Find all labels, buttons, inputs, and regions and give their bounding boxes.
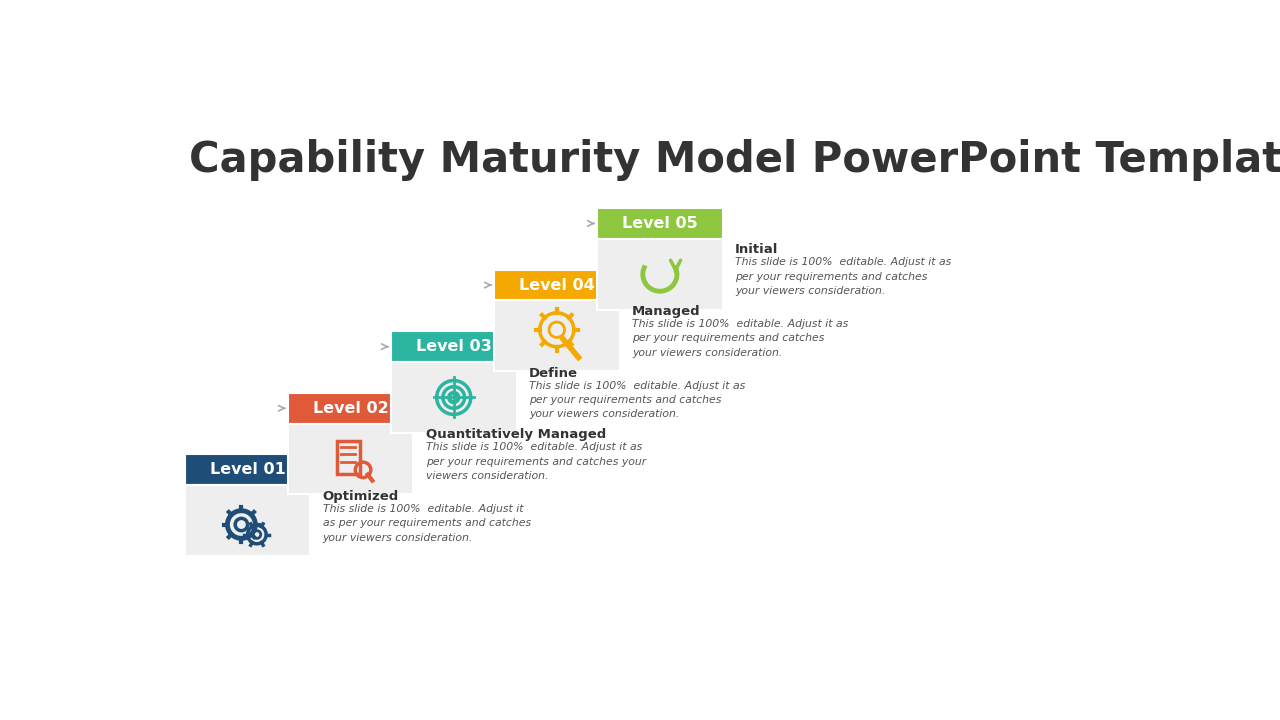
- Bar: [288, 423, 413, 495]
- Bar: [184, 454, 310, 485]
- Text: Optimized: Optimized: [323, 490, 399, 503]
- Text: Capability Maturity Model PowerPoint Template: Capability Maturity Model PowerPoint Tem…: [189, 139, 1280, 181]
- Text: Level 03: Level 03: [416, 339, 492, 354]
- Text: Define: Define: [529, 366, 577, 379]
- Text: Level 04: Level 04: [518, 277, 595, 292]
- Text: Level 02: Level 02: [312, 401, 389, 415]
- Text: Initial: Initial: [735, 243, 778, 256]
- Bar: [390, 362, 517, 433]
- Text: Level 01: Level 01: [210, 462, 285, 477]
- Bar: [288, 393, 413, 423]
- Bar: [596, 239, 723, 310]
- Bar: [596, 208, 723, 239]
- Bar: [184, 485, 310, 556]
- Text: Quantitatively Managed: Quantitatively Managed: [426, 428, 605, 441]
- Bar: [494, 270, 620, 300]
- Bar: [390, 331, 517, 362]
- Text: This slide is 100%  editable. Adjust it as
per your requirements and catches
you: This slide is 100% editable. Adjust it a…: [735, 257, 951, 296]
- Bar: [494, 300, 620, 372]
- Text: This slide is 100%  editable. Adjust it as
per your requirements and catches you: This slide is 100% editable. Adjust it a…: [426, 442, 646, 481]
- Bar: [337, 441, 360, 474]
- Text: Level 05: Level 05: [622, 216, 698, 231]
- Text: Managed: Managed: [632, 305, 700, 318]
- Text: This slide is 100%  editable. Adjust it as
per your requirements and catches
you: This slide is 100% editable. Adjust it a…: [632, 319, 849, 358]
- Text: This slide is 100%  editable. Adjust it as
per your requirements and catches
you: This slide is 100% editable. Adjust it a…: [529, 381, 745, 419]
- Text: This slide is 100%  editable. Adjust it
as per your requirements and catches
you: This slide is 100% editable. Adjust it a…: [323, 504, 531, 543]
